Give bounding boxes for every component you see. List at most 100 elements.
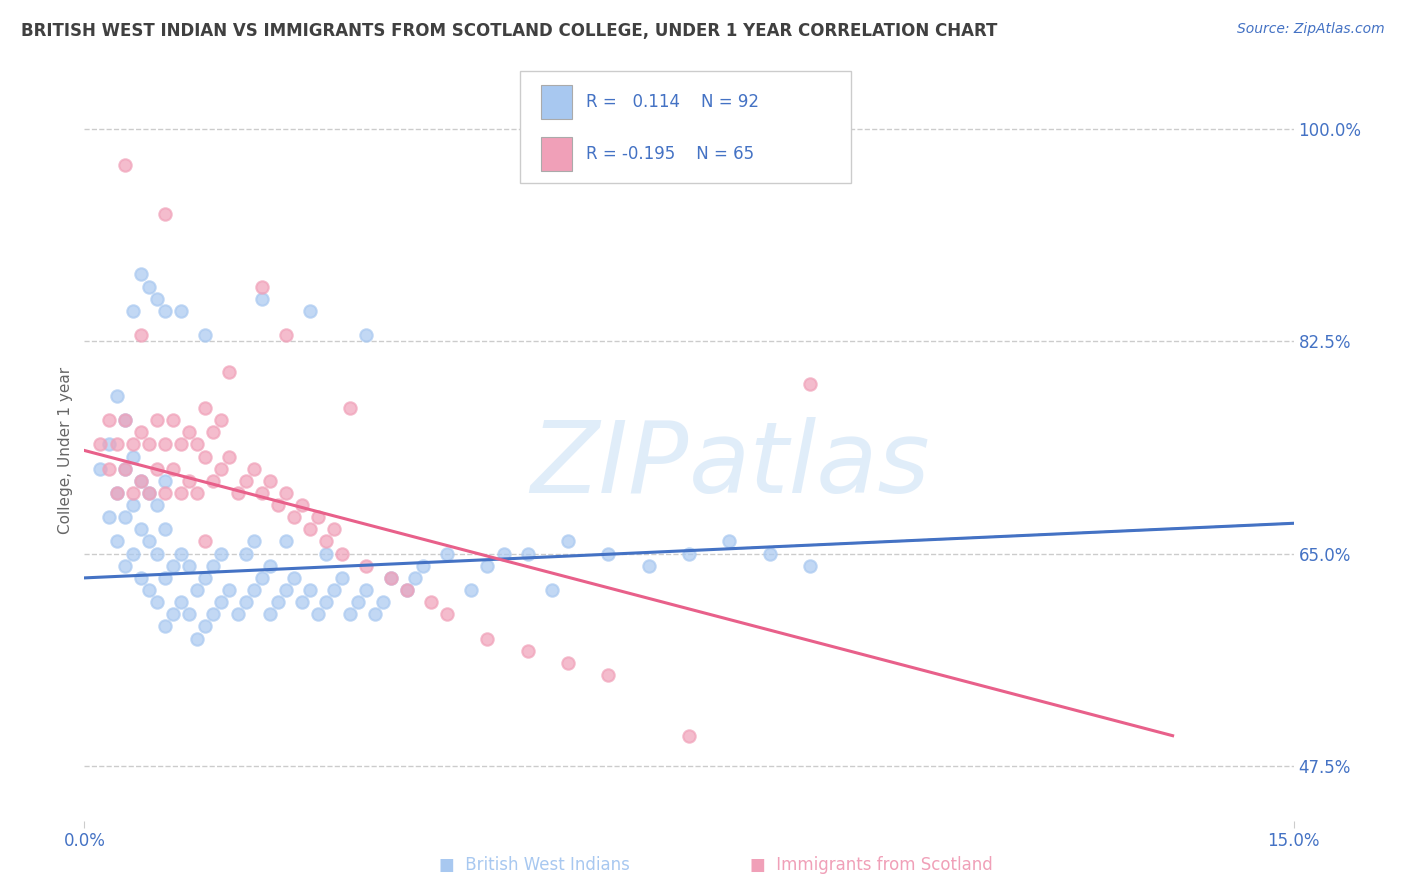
Point (516, 547, 538, 561)
Point (380, 571, 402, 585)
Point (194, 401, 217, 415)
Point (242, 534, 264, 549)
Point (105, 534, 128, 549)
Point (209, 595, 232, 609)
Text: R = -0.195    N = 65: R = -0.195 N = 65 (586, 145, 755, 163)
Point (194, 571, 217, 585)
Point (330, 547, 353, 561)
Point (114, 413, 136, 427)
Point (129, 474, 152, 488)
Point (129, 268, 152, 282)
Point (202, 558, 225, 573)
Point (436, 547, 458, 561)
Text: BRITISH WEST INDIAN VS IMMIGRANTS FROM SCOTLAND COLLEGE, UNDER 1 YEAR CORRELATIO: BRITISH WEST INDIAN VS IMMIGRANTS FROM S… (21, 22, 997, 40)
Point (209, 461, 232, 475)
Point (153, 522, 176, 536)
Point (250, 292, 273, 306)
Point (235, 595, 257, 609)
Point (97, 413, 120, 427)
Point (226, 486, 249, 500)
Text: R =   0.114    N = 92: R = 0.114 N = 92 (586, 93, 759, 111)
Point (242, 461, 264, 475)
Point (186, 437, 208, 451)
Point (138, 486, 160, 500)
Text: Source: ZipAtlas.com: Source: ZipAtlas.com (1237, 22, 1385, 37)
Point (121, 437, 143, 451)
Point (153, 437, 176, 451)
Point (202, 425, 225, 440)
Point (363, 607, 385, 622)
Point (97, 461, 120, 475)
Point (105, 486, 128, 500)
Point (186, 582, 208, 597)
Point (235, 547, 257, 561)
Point (226, 607, 249, 622)
Point (315, 595, 337, 609)
Point (105, 389, 128, 403)
Point (678, 729, 700, 743)
Point (179, 607, 201, 622)
Point (138, 582, 160, 597)
Point (356, 582, 378, 597)
Point (146, 461, 169, 475)
Y-axis label: College, Under 1 year: College, Under 1 year (58, 367, 73, 534)
Point (250, 571, 273, 585)
Point (492, 547, 515, 561)
Point (477, 632, 499, 646)
Point (267, 498, 290, 512)
Point (678, 547, 700, 561)
Point (170, 595, 193, 609)
Point (194, 328, 217, 343)
Point (121, 547, 143, 561)
Point (121, 450, 143, 464)
Point (339, 401, 361, 415)
Point (121, 498, 143, 512)
Point (218, 450, 240, 464)
Point (371, 595, 394, 609)
Point (339, 607, 361, 622)
Point (146, 547, 169, 561)
Point (170, 304, 193, 318)
Text: ■  Immigrants from Scotland: ■ Immigrants from Scotland (751, 856, 993, 874)
Point (218, 582, 240, 597)
Point (557, 534, 579, 549)
Point (758, 547, 780, 561)
Point (138, 534, 160, 549)
Point (209, 413, 232, 427)
Point (637, 558, 659, 573)
Point (202, 474, 225, 488)
Point (307, 510, 329, 524)
Point (146, 292, 169, 306)
Point (460, 582, 482, 597)
Point (153, 619, 176, 633)
Point (162, 558, 184, 573)
Point (179, 474, 201, 488)
Point (436, 607, 458, 622)
Point (97, 510, 120, 524)
Point (114, 510, 136, 524)
Point (347, 595, 370, 609)
Point (541, 582, 564, 597)
Point (153, 474, 176, 488)
Point (89, 437, 111, 451)
Point (598, 668, 620, 682)
Point (194, 619, 217, 633)
Point (259, 607, 281, 622)
Point (129, 571, 152, 585)
Point (718, 534, 741, 549)
Point (299, 582, 322, 597)
Point (114, 558, 136, 573)
Text: ■  British West Indians: ■ British West Indians (439, 856, 630, 874)
Point (194, 534, 217, 549)
Point (89, 461, 111, 475)
Point (138, 437, 160, 451)
Point (97, 437, 120, 451)
Point (259, 474, 281, 488)
Point (274, 582, 297, 597)
Point (250, 279, 273, 293)
Point (274, 486, 297, 500)
Point (307, 607, 329, 622)
Point (283, 510, 305, 524)
Point (380, 571, 402, 585)
Point (291, 595, 314, 609)
